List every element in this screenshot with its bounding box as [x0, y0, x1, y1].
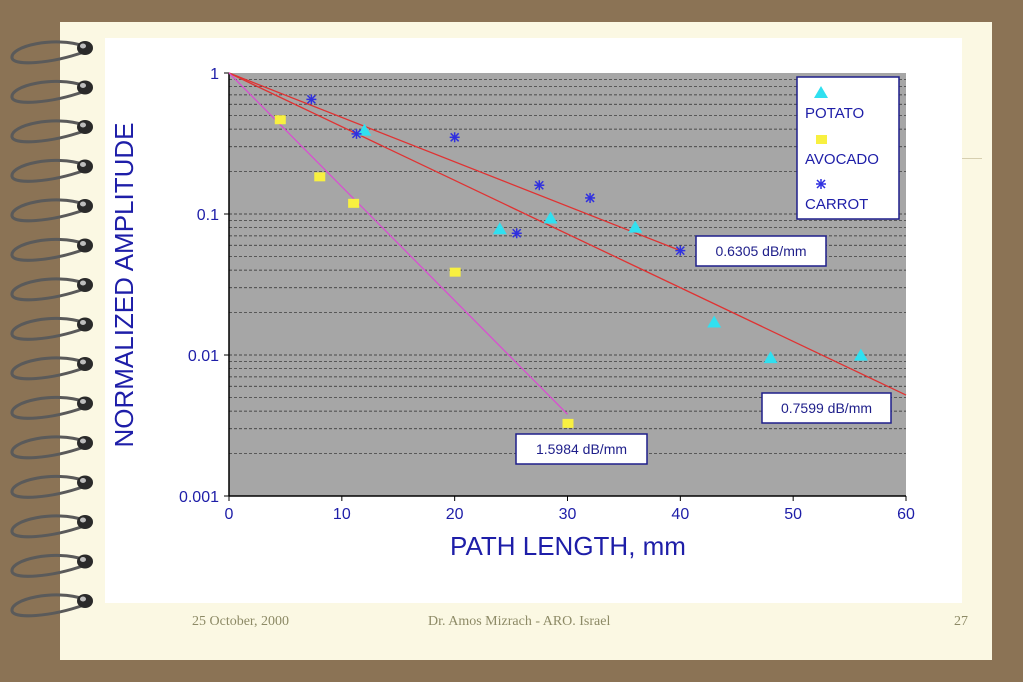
spiral-hole-highlight — [80, 320, 86, 325]
avocado-point — [562, 418, 574, 428]
carrot-point — [534, 180, 545, 191]
legend-box — [796, 76, 900, 220]
spiral-hole-highlight — [80, 83, 86, 88]
spiral-ring — [10, 395, 85, 420]
legend-label-potato: POTATO — [805, 105, 864, 122]
fit-label-box — [761, 392, 892, 424]
spiral-ring — [10, 277, 85, 302]
y-tick-label: 1 — [210, 66, 219, 83]
footer-date: 25 October, 2000 — [192, 614, 290, 629]
spiral-ring — [10, 119, 85, 144]
y-axis-title: NORMALIZED AMPLITUDE — [109, 122, 139, 447]
potato-point — [492, 222, 507, 235]
spiral-hole-highlight — [80, 359, 86, 365]
spiral-ring — [10, 553, 85, 578]
legend-label-avocado: AVOCADO — [805, 151, 879, 168]
x-axis-title: PATH LENGTH, mm — [450, 531, 686, 561]
fit-label: 1.5984 dB/mm — [536, 441, 627, 457]
fit-label: 0.7599 dB/mm — [781, 400, 872, 416]
x-tick-label: 50 — [784, 506, 802, 523]
spiral-ring — [10, 79, 85, 104]
potato-point — [628, 220, 643, 233]
spiral-hole-highlight — [80, 201, 86, 207]
legend-label-carrot: CARROT — [805, 196, 868, 213]
spiral-hole-highlight — [80, 399, 86, 404]
spiral-ring — [10, 435, 85, 460]
fit-line — [228, 72, 681, 252]
y-tick-label: 0.1 — [197, 207, 219, 224]
spiral-ring — [10, 198, 85, 223]
spiral-hole-highlight — [80, 280, 86, 286]
spiral-hole-highlight — [80, 122, 86, 128]
spiral-ring — [10, 356, 85, 381]
footer-author: Dr. Amos Mizrach - ARO. Israel — [428, 614, 611, 629]
carrot-point — [351, 128, 362, 139]
spiral-ring — [10, 316, 85, 341]
spiral-hole-highlight — [80, 438, 86, 444]
spiral-hole-highlight — [80, 557, 86, 562]
carrot-point — [306, 94, 317, 105]
fit-line — [228, 72, 907, 396]
carrot-point — [449, 132, 460, 143]
fit-label: 0.6305 dB/mm — [715, 243, 806, 259]
avocado-point — [449, 267, 461, 277]
spiral-ring — [10, 237, 85, 262]
carrot-point — [675, 245, 686, 256]
fit-label-box — [515, 433, 648, 465]
x-tick-label: 60 — [897, 506, 915, 523]
spiral-ring — [10, 514, 85, 539]
x-tick-label: 30 — [559, 506, 577, 523]
footer-page-number: 27 — [954, 614, 968, 629]
potato-point — [853, 348, 868, 361]
y-tick-label: 0.01 — [188, 348, 219, 365]
spiral-hole-highlight — [80, 517, 86, 523]
spiral-ring — [10, 593, 85, 618]
x-tick-label: 20 — [446, 506, 464, 523]
avocado-point — [274, 115, 286, 125]
legend-marker-avocado — [816, 135, 827, 144]
spiral-hole-highlight — [80, 43, 86, 49]
potato-point — [543, 211, 558, 224]
x-tick-label: 10 — [333, 506, 351, 523]
spiral-hole-highlight — [80, 478, 86, 483]
legend-marker-carrot — [816, 179, 826, 189]
spiral-hole-highlight — [80, 241, 86, 246]
spiral-hole-highlight — [80, 162, 86, 167]
avocado-point — [314, 172, 326, 182]
fit-line — [228, 72, 568, 415]
spiral-ring — [10, 158, 85, 183]
y-tick-label: 0.001 — [179, 489, 219, 506]
x-tick-label: 0 — [225, 506, 234, 523]
potato-point — [357, 123, 372, 136]
spiral-hole-highlight — [80, 596, 86, 602]
slide-rule-line — [962, 158, 982, 159]
carrot-point — [585, 192, 596, 203]
legend-marker-potato — [814, 86, 828, 98]
spiral-ring — [10, 40, 85, 65]
potato-point — [707, 315, 722, 328]
spiral-binding — [10, 40, 93, 618]
carrot-point — [511, 228, 522, 239]
fit-label-box — [695, 235, 827, 267]
potato-point — [763, 351, 778, 364]
x-tick-label: 40 — [671, 506, 689, 523]
avocado-point — [348, 198, 360, 208]
spiral-ring — [10, 474, 85, 499]
